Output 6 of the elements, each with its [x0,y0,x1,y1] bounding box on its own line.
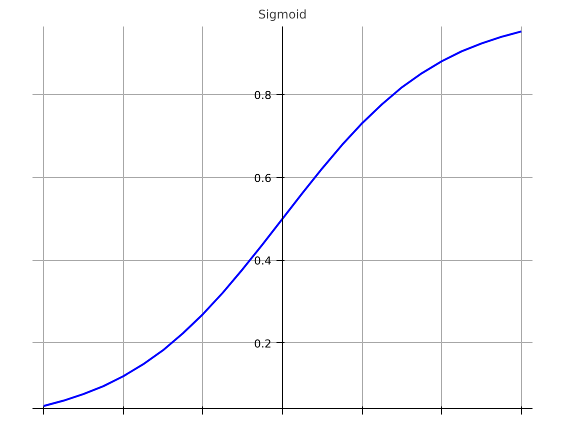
y-tick-label: 0.2 [254,337,272,350]
y-tick-label: 0.6 [254,172,272,185]
line-series [42,30,522,408]
y-tick-label: 0.4 [254,254,272,268]
chart-title: Sigmoid [258,8,307,22]
y-tick-label: 0.8 [254,89,272,102]
